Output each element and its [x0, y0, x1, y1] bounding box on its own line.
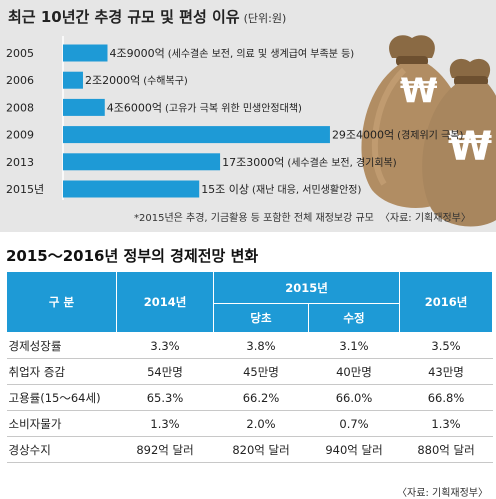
- data-label: 15조 이상 (재난 대응, 서민생활안정): [201, 183, 361, 196]
- budget-chart-panel: 최근 10년간 추경 규모 및 편성 이유 (단위:원) ₩ ₩ 2005 4조90…: [0, 0, 496, 232]
- data-label: 17조3000억 (세수결손 보전, 경기회복): [222, 156, 397, 169]
- bar: [63, 71, 83, 89]
- bar-reason-label: (고유가 극복 위한 민생안정대책): [165, 101, 302, 114]
- economic-outlook-table: 구 분 2014년 2015년 2016년 당초 수정 경제성장률 3.3% 3.8…: [6, 271, 493, 463]
- bar-value-label: 4조9000억: [109, 47, 164, 60]
- table-cell: 3.3%: [116, 332, 214, 359]
- bar-reason-label: (경제위기 극복): [397, 129, 463, 142]
- bar-value-label: 4조6000억: [107, 101, 162, 114]
- table-cell: 45만명: [213, 358, 309, 385]
- chart-source: 〈자료: 기획재정부〉: [379, 213, 471, 224]
- table-cell: 880억 달러: [399, 436, 493, 463]
- tick-label: 2013: [6, 156, 34, 169]
- table-cell: 66.0%: [308, 384, 400, 411]
- bar-reason-label: (수해복구): [143, 74, 188, 87]
- table-cell: 66.8%: [399, 384, 493, 411]
- tick-label: 2008: [6, 101, 34, 114]
- row-label: 취업자 증감: [6, 358, 117, 385]
- table-cell: 3.1%: [308, 332, 400, 359]
- table-row: 소비자물가 1.3% 2.0% 0.7% 1.3%: [6, 410, 493, 437]
- bar-value-label: 17조3000억: [222, 156, 284, 169]
- table-cell: 1.3%: [399, 410, 493, 437]
- tick-label: 2005: [6, 47, 34, 60]
- data-label: 4조6000억 (고유가 극복 위한 민생안정대책): [107, 101, 302, 114]
- table-row: 취업자 증감 54만명 45만명 40만명 43만명: [6, 358, 493, 385]
- header-2016: 2016년: [399, 271, 493, 333]
- row-label: 고용률(15～64세): [6, 384, 117, 411]
- table-cell: 0.7%: [308, 410, 400, 437]
- data-label: 4조9000억 (세수결손 보전, 의료 및 생계급여 부족분 등): [109, 47, 354, 60]
- table-cell: 2.0%: [213, 410, 309, 437]
- bar: [63, 126, 330, 144]
- table-row: 경제성장률 3.3% 3.8% 3.1% 3.5%: [6, 332, 493, 359]
- bar-value-label: 2조2000억: [85, 74, 140, 87]
- money-bag-icon: ₩ ₩: [361, 35, 496, 227]
- table-cell: 940억 달러: [308, 436, 400, 463]
- table-cell: 892억 달러: [116, 436, 214, 463]
- data-label: 2조2000억 (수해복구): [85, 74, 188, 87]
- bar-reason-label: (세수결손 보전, 의료 및 생계급여 부족분 등): [168, 48, 355, 60]
- row-label: 소비자물가: [6, 410, 117, 437]
- chart-footnote: *2015년은 추경, 기금활용 등 포함한 전체 재정보강 규모 〈자료: 기획…: [134, 209, 471, 224]
- tick-label: 2006: [6, 74, 34, 87]
- bar-value-label: 15조 이상: [201, 183, 249, 196]
- table-cell: 3.5%: [399, 332, 493, 359]
- chart-unit: (단위:원): [243, 12, 287, 25]
- row-label: 경상수지: [6, 436, 117, 463]
- bar: [63, 44, 108, 62]
- bar-reason-label: (세수결손 보전, 경기회복): [287, 156, 396, 169]
- table-cell: 820억 달러: [213, 436, 309, 463]
- table-cell: 3.8%: [213, 332, 309, 359]
- table-row: 고용률(15～64세) 65.3% 66.2% 66.0% 66.8%: [6, 384, 493, 411]
- table-cell: 43만명: [399, 358, 493, 385]
- bar-reason-label: (재난 대응, 서민생활안정): [252, 183, 361, 196]
- svg-text:₩: ₩: [400, 71, 438, 111]
- table-cell: 65.3%: [116, 384, 214, 411]
- svg-text:₩: ₩: [448, 124, 492, 170]
- table-cell: 1.3%: [116, 410, 214, 437]
- footnote-text: *2015년은 추경, 기금활용 등 포함한 전체 재정보강 규모: [134, 213, 374, 224]
- chart-title: 최근 10년간 추경 규모 및 편성 이유 (단위:원): [8, 6, 286, 27]
- bar: [63, 98, 105, 116]
- header-2014: 2014년: [116, 271, 214, 333]
- table-row: 경상수지 892억 달러 820억 달러 940억 달러 880억 달러: [6, 436, 493, 463]
- tick-label: 2009: [6, 129, 34, 142]
- data-label: 29조4000억 (경제위기 극복): [332, 129, 464, 142]
- tick-label: 2015년: [6, 183, 44, 196]
- bar: [63, 180, 200, 198]
- bar-value-label: 29조4000억: [332, 129, 394, 142]
- header-initial: 당초: [213, 303, 309, 333]
- table-cell: 66.2%: [213, 384, 309, 411]
- table-source: 〈자료: 기획재정부〉: [397, 488, 488, 499]
- section-title: 2015～2016년 정부의 경제전망 변화: [6, 247, 259, 265]
- header-revised: 수정: [308, 303, 400, 333]
- bar-chart: ₩ ₩ 2005 4조9000억 (세수결손 보전, 의료 및 생계급여 부족분 등…: [6, 35, 496, 227]
- chart-title-text: 최근 10년간 추경 규모 및 편성 이유: [8, 8, 240, 26]
- table-cell: 40만명: [308, 358, 400, 385]
- bar: [63, 153, 221, 171]
- table-cell: 54만명: [116, 358, 214, 385]
- row-label: 경제성장률: [6, 332, 117, 359]
- header-2015: 2015년: [213, 271, 400, 304]
- header-category: 구 분: [6, 271, 117, 333]
